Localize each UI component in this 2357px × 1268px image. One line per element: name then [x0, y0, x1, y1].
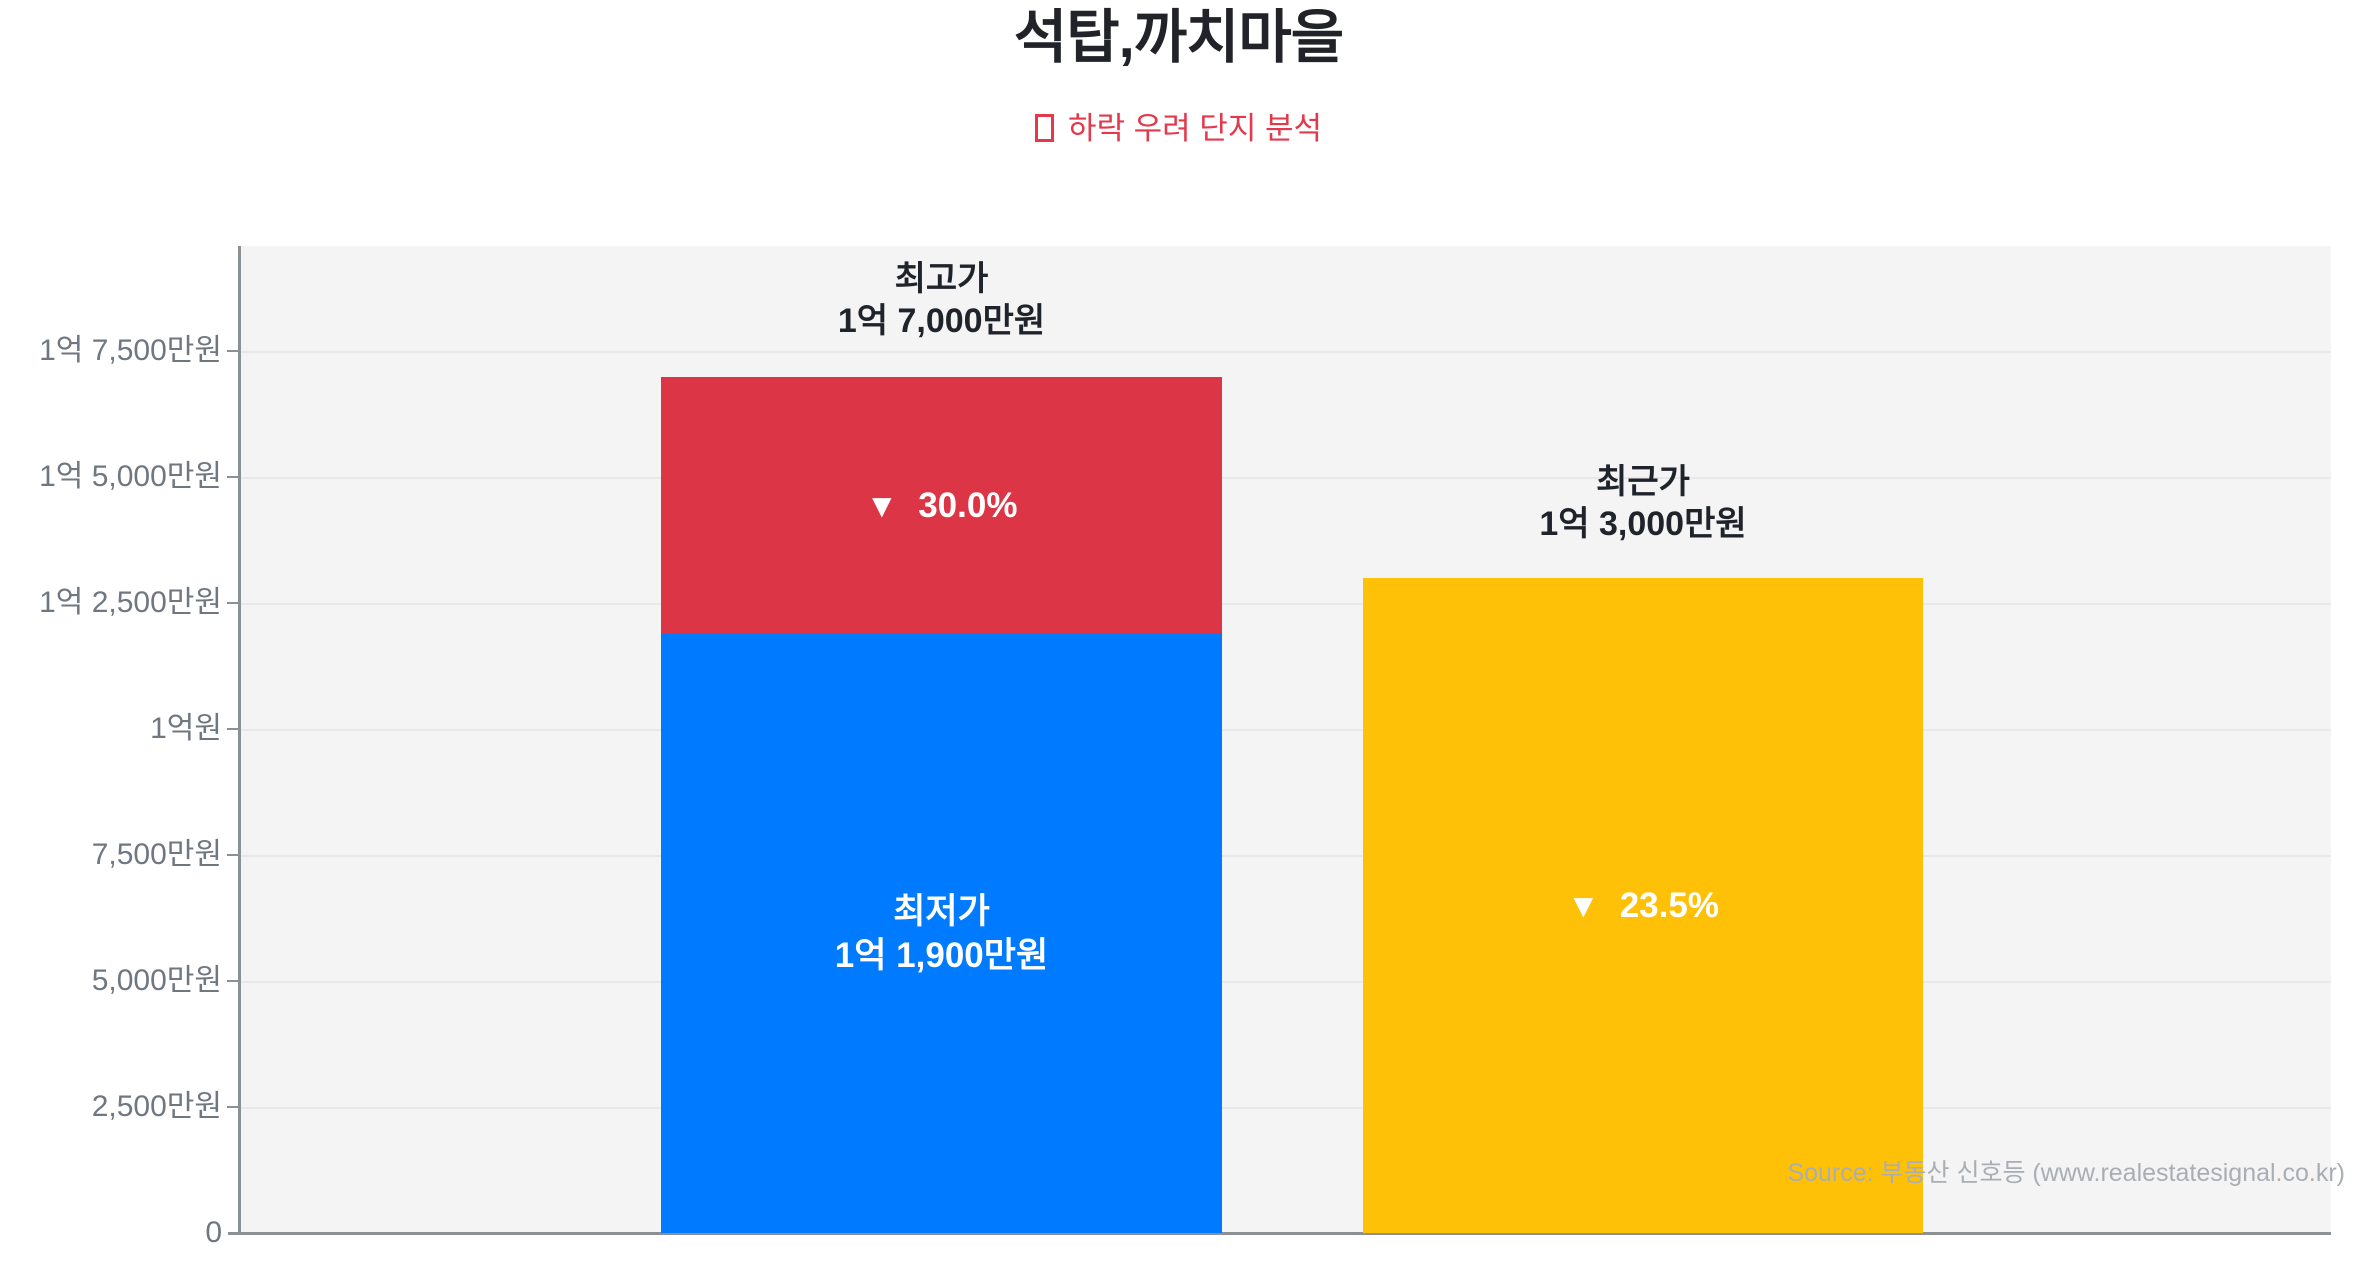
y-tick-label: 5,000만원 — [91, 964, 222, 997]
x-axis-line — [228, 1232, 2331, 1235]
recent-price-annotation: 최근가 1억 3,000만원 — [1363, 461, 1923, 545]
highest-price-value: 1억 7,000만원 — [837, 302, 1046, 340]
y-tick-label: 1억 2,500만원 — [39, 586, 222, 619]
y-tick-label: 2,500만원 — [91, 1090, 222, 1123]
drop-percent-value: 30.0% — [918, 485, 1018, 525]
y-tick-label: 1억 7,500만원 — [39, 334, 222, 367]
down-triangle-icon: ▼ — [1567, 886, 1600, 924]
gridline-15000 — [241, 477, 2331, 479]
plot-area — [241, 246, 2331, 1233]
tick-mark-10000 — [227, 728, 239, 730]
y-tick-label: 1억원 — [150, 712, 222, 745]
highest-price-title: 최고가 — [894, 260, 989, 298]
tick-mark-2500 — [227, 1106, 239, 1108]
bar-recent-price: ▼ 23.5% — [1363, 578, 1923, 1233]
tick-mark-15000 — [227, 476, 239, 478]
highest-price-annotation: 최고가 1억 7,000만원 — [661, 258, 1222, 342]
chart-subtitle-text: 하락 우려 단지 분석 — [1068, 111, 1322, 146]
bar-segment-lowest-price: 최저가 1억 1,900만원 — [661, 634, 1222, 1233]
gridline-7500 — [241, 855, 2331, 857]
gridline-5000 — [241, 981, 2331, 983]
lowest-price-label: 최저가 1억 1,900만원 — [835, 890, 1048, 978]
gridline-2500 — [241, 1107, 2331, 1109]
tick-mark-17500 — [227, 350, 239, 352]
gridline-10000 — [241, 729, 2331, 731]
y-tick-label: 1억 5,000만원 — [39, 460, 222, 493]
drop-percent-label: ▼ 30.0% — [866, 486, 1018, 526]
recent-price-value: 1억 3,000만원 — [1539, 505, 1747, 543]
gridline-17500 — [241, 351, 2331, 353]
drop-percent-label: ▼ 23.5% — [1567, 886, 1719, 926]
lowest-price-title: 최저가 — [893, 891, 990, 931]
gridline-12500 — [241, 603, 2331, 605]
y-axis-line — [238, 246, 241, 1235]
tick-mark-12500 — [227, 602, 239, 604]
down-triangle-icon: ▼ — [865, 486, 899, 524]
lowest-price-value: 1억 1,900만원 — [834, 935, 1049, 975]
y-tick-label: 7,500만원 — [91, 838, 222, 871]
page-title: 석탑,까치마을 — [1013, 5, 1344, 70]
recent-price-title: 최근가 — [1596, 463, 1690, 501]
y-tick-label: 0 — [205, 1216, 222, 1249]
tick-mark-5000 — [227, 980, 239, 982]
tick-mark-7500 — [227, 854, 239, 856]
bar-segment-drop-from-high: ▼ 30.0% — [661, 377, 1222, 634]
drop-percent-value: 23.5% — [1619, 885, 1719, 925]
missing-glyph-box-icon — [1035, 114, 1054, 142]
chart-subtitle: 하락 우려 단지 분석 — [0, 106, 2357, 152]
source-credit: Source: 부동산 신호등 (www.realestatesignal.co… — [1787, 1159, 2345, 1187]
